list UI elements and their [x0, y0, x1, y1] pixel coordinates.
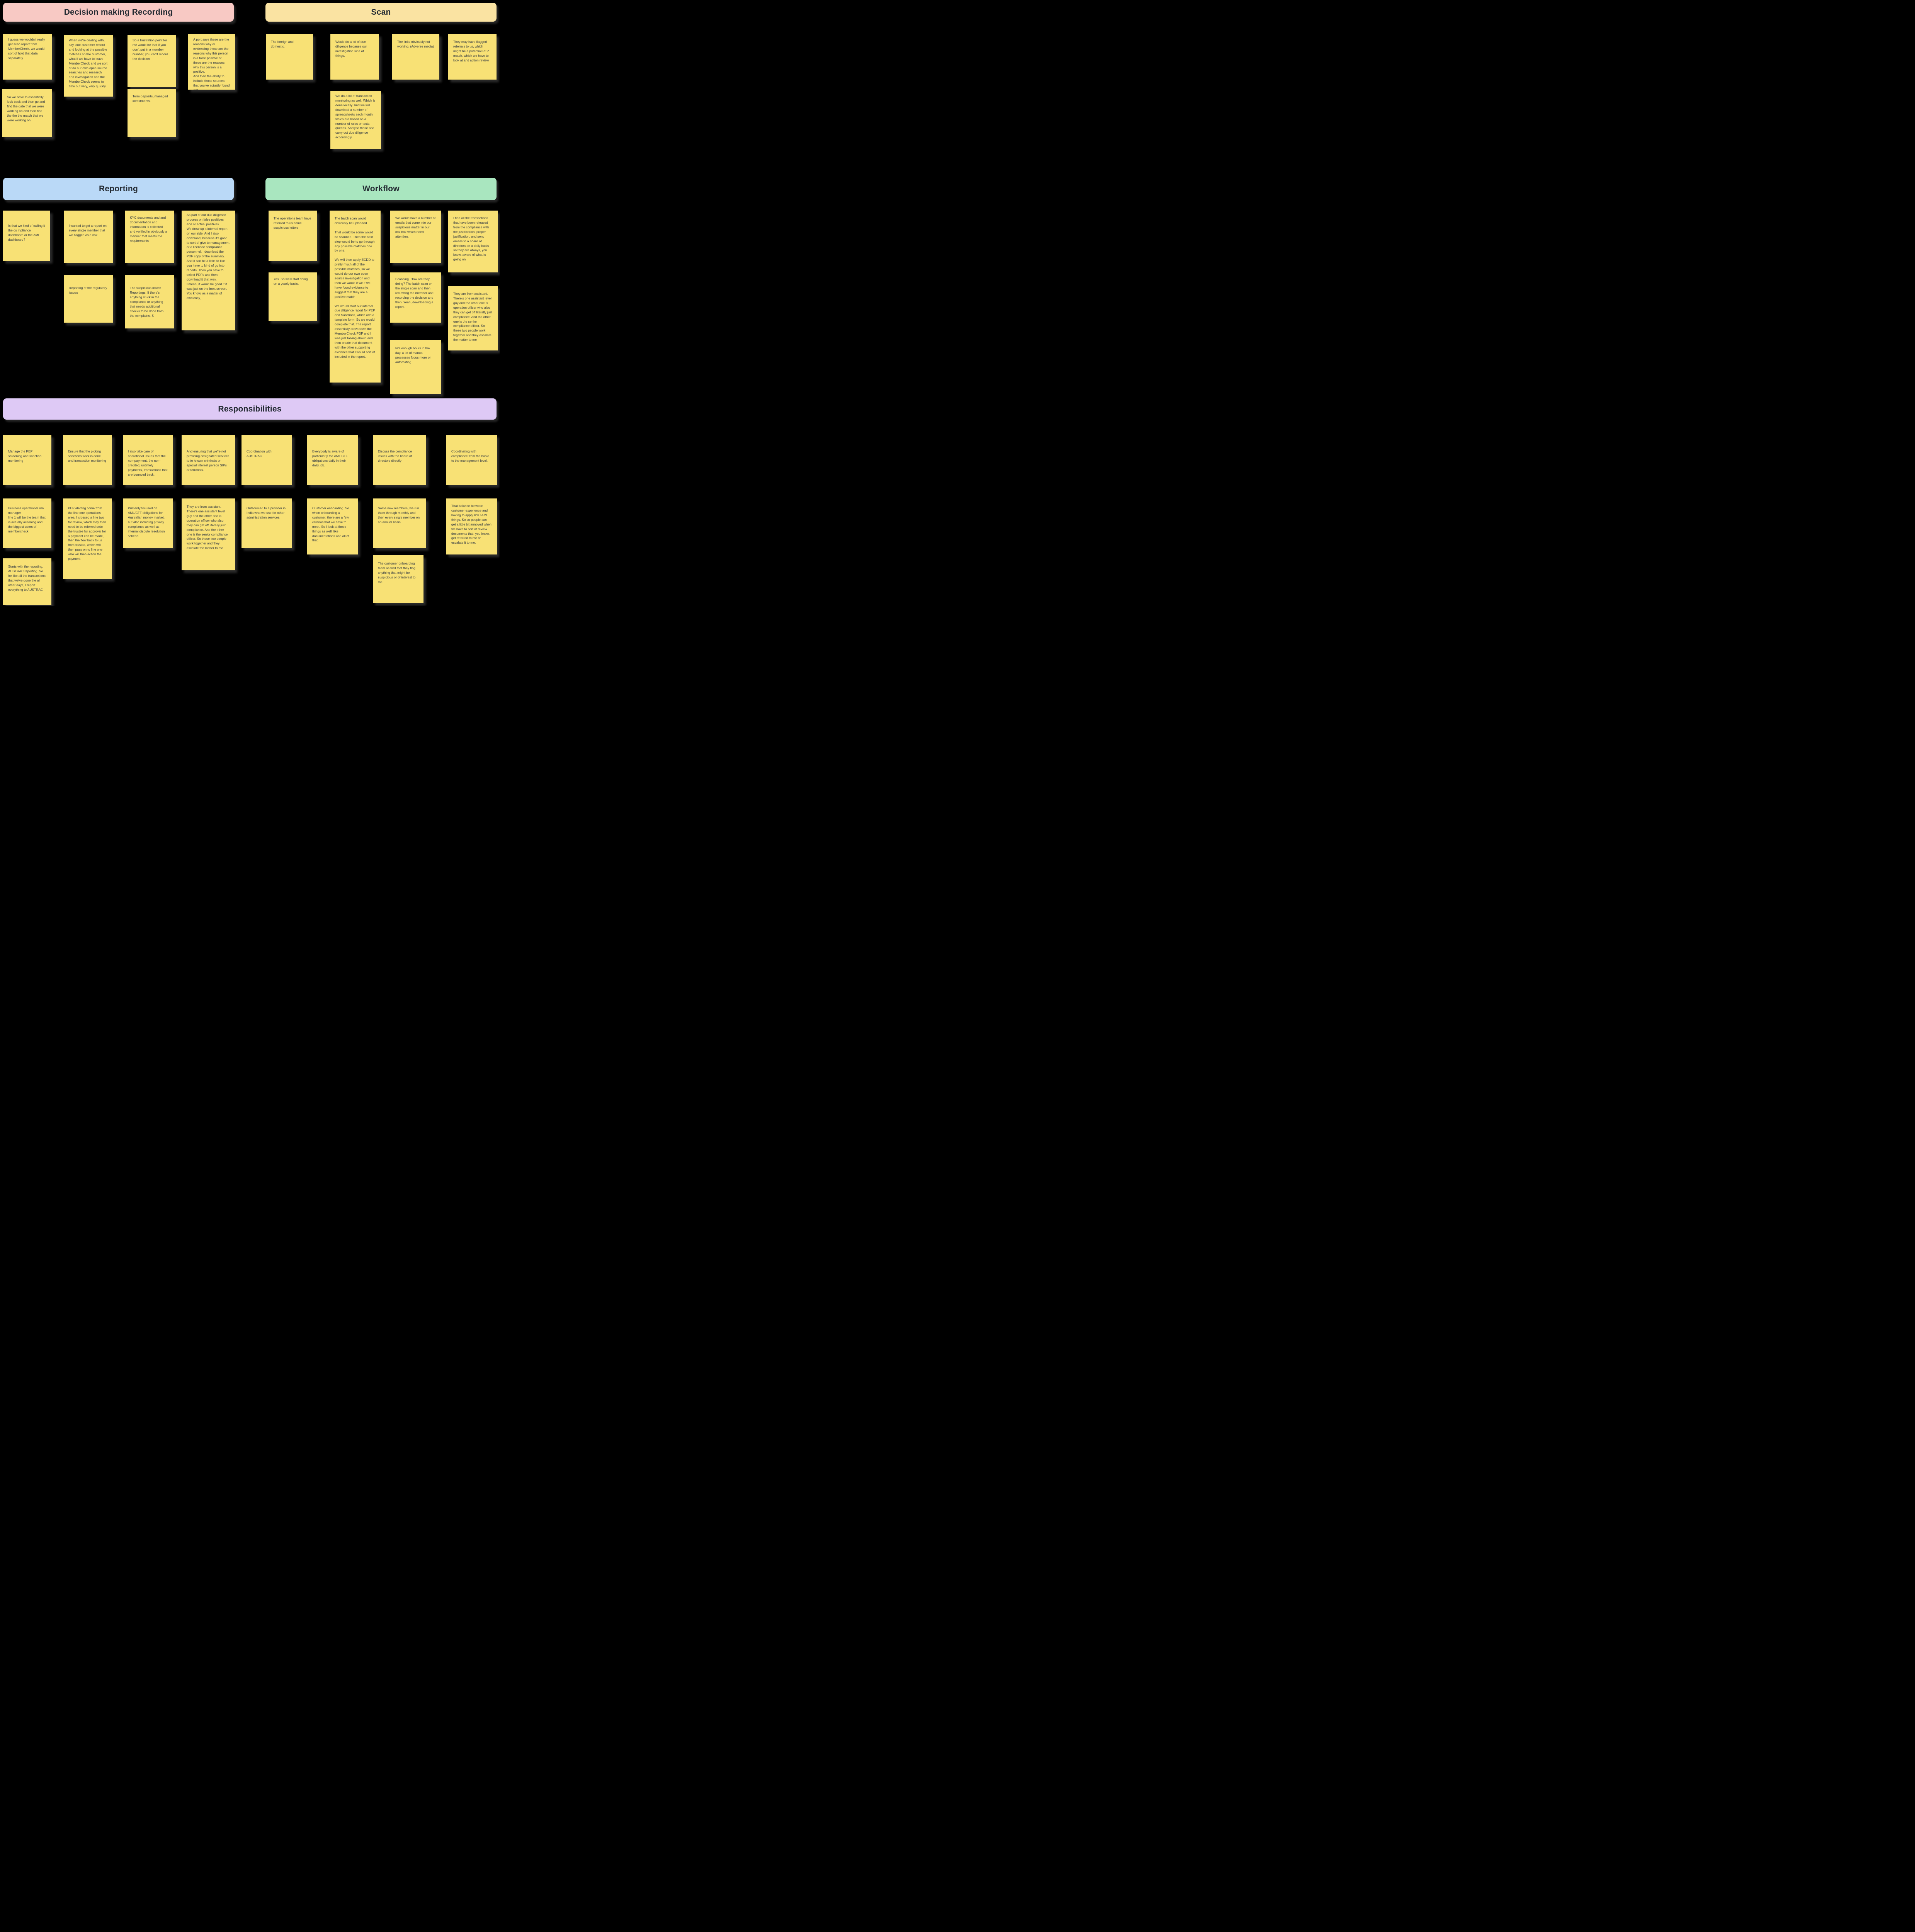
sticky-note[interactable]: Manage the PEP screening and sanction mo…: [3, 435, 51, 485]
section-title: Decision making Recording: [64, 7, 173, 17]
sticky-note[interactable]: Everybody is aware of particularly the A…: [307, 435, 358, 485]
sticky-note[interactable]: Ensure that the picking sanctions work i…: [63, 435, 112, 485]
section-title: Workflow: [362, 184, 400, 193]
sticky-note[interactable]: Is that we kind of calling it the co mpl…: [3, 211, 50, 261]
section-title: Responsibilities: [218, 404, 282, 413]
section-title: Reporting: [99, 184, 138, 193]
sticky-note[interactable]: The customer onboarding team as well tha…: [373, 555, 423, 603]
sticky-note[interactable]: And ensuring that we're not providing de…: [182, 435, 235, 485]
sticky-note[interactable]: Some new members, we run them through mo…: [373, 498, 426, 548]
sticky-note[interactable]: They are from assistant. There's one ass…: [448, 286, 498, 350]
sticky-note[interactable]: As part of our due diligence process on …: [182, 211, 235, 330]
sticky-note[interactable]: The suspicious match Reportings. If ther…: [125, 275, 174, 328]
sticky-note[interactable]: I guess we wouldn't really get scan repo…: [3, 34, 52, 80]
sticky-note[interactable]: Reporting of the regulatory issues: [64, 275, 113, 323]
sticky-note[interactable]: The operations team have referred to us …: [269, 211, 317, 261]
sticky-note[interactable]: Scanning. How are they doing? The batch …: [390, 272, 441, 323]
sticky-note[interactable]: So a frustration point for me would be t…: [128, 35, 176, 87]
section-header-scan[interactable]: Scan: [265, 3, 497, 22]
sticky-note[interactable]: Not enough hours in the day. a lot of ma…: [390, 340, 441, 394]
sticky-note[interactable]: Would do a lot of due diligence because …: [330, 34, 379, 80]
sticky-note[interactable]: They may have flagged referrals to us, w…: [448, 34, 497, 80]
sticky-note[interactable]: Coordinating with compliance from the ba…: [446, 435, 497, 485]
sticky-note[interactable]: A port says these are the reasons why or…: [188, 34, 235, 90]
section-header-decision-making-recording[interactable]: Decision making Recording: [3, 3, 234, 22]
sticky-note[interactable]: I find all the transactions that have be…: [448, 211, 498, 272]
sticky-note[interactable]: Primarily focused on AML/CTF obligations…: [123, 498, 173, 548]
sticky-note[interactable]: Starts with the reporting, AUSTRAC repor…: [3, 558, 51, 605]
sticky-note[interactable]: That balance between customer experience…: [446, 498, 497, 554]
sticky-note[interactable]: Coordination with AUSTRAC.: [242, 435, 292, 485]
sticky-note[interactable]: I also take care of operational issues t…: [123, 435, 173, 485]
sticky-note[interactable]: I wanted to get a report on every single…: [64, 211, 113, 263]
sticky-note[interactable]: So we have to essentially look back and …: [2, 89, 52, 137]
sticky-note[interactable]: Customer onboarding. So when onboarding …: [307, 498, 358, 554]
sticky-note[interactable]: PEP alerting come from the line one oper…: [63, 498, 112, 579]
sticky-note[interactable]: Outsourced to a provider in India who we…: [242, 498, 292, 548]
sticky-note[interactable]: Yes. So we'll start doing on a yearly ba…: [269, 272, 317, 321]
section-header-workflow[interactable]: Workflow: [265, 178, 497, 200]
sticky-note[interactable]: They are from assistant. There's one ass…: [182, 498, 235, 570]
sticky-note[interactable]: The foreign and domestic.: [266, 34, 313, 80]
section-header-responsibilities[interactable]: Responsibilities: [3, 398, 497, 420]
section-header-reporting[interactable]: Reporting: [3, 178, 234, 200]
sticky-note[interactable]: Term deposits, managed investments.: [128, 89, 176, 137]
sticky-note[interactable]: The batch scan would obviously be upload…: [330, 211, 381, 383]
sticky-note[interactable]: We would have a number of emails that co…: [390, 211, 441, 263]
sticky-note[interactable]: We do a lot of transaction monitoring as…: [330, 91, 381, 149]
section-title: Scan: [371, 7, 391, 17]
sticky-note[interactable]: Business operational risk manager line 1…: [3, 498, 51, 548]
board-canvas[interactable]: Decision making Recording Scan Reporting…: [0, 0, 500, 606]
sticky-note[interactable]: Discuss the compliance issues with the b…: [373, 435, 426, 485]
sticky-note[interactable]: The links obviously not working. (Advers…: [392, 34, 439, 80]
sticky-note[interactable]: When we're dealing with, say, one custom…: [64, 35, 113, 97]
sticky-note[interactable]: KYC documents and and documentation and …: [125, 211, 174, 263]
